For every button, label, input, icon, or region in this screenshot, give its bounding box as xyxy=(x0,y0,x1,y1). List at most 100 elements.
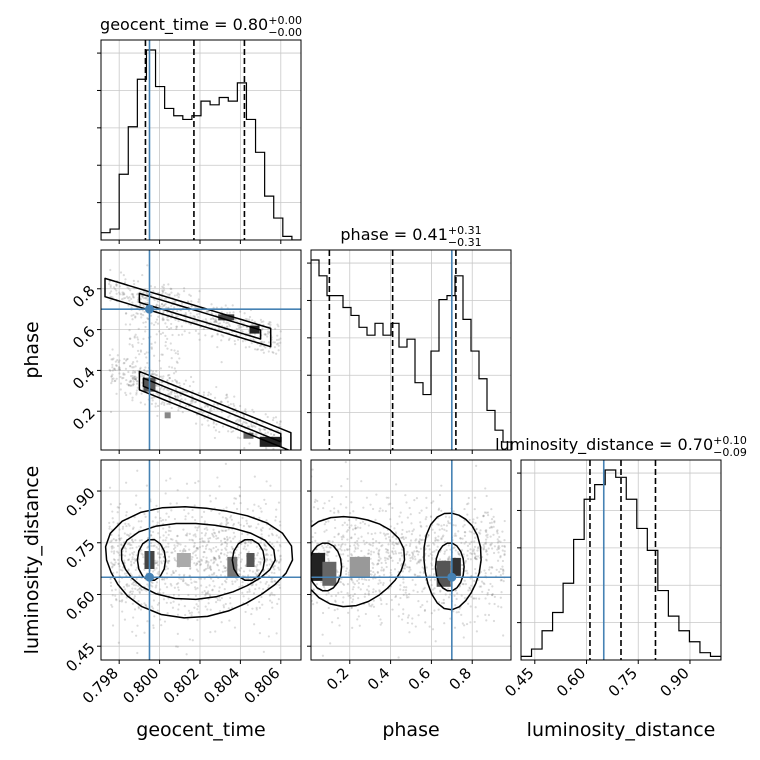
sample-point xyxy=(265,557,268,561)
sample-point xyxy=(336,608,339,611)
sample-point xyxy=(122,362,125,365)
sample-point xyxy=(160,624,163,627)
sample-point xyxy=(466,572,469,575)
sample-point xyxy=(155,561,158,565)
sample-point xyxy=(118,293,122,296)
sample-point xyxy=(226,312,229,315)
sample-point xyxy=(389,579,392,582)
sample-point xyxy=(366,532,370,535)
sample-point xyxy=(257,523,260,526)
sample-point xyxy=(491,593,494,597)
density-cell xyxy=(349,556,370,577)
sample-point xyxy=(112,521,115,524)
sample-point xyxy=(253,320,256,323)
sample-point xyxy=(255,568,259,571)
sample-point xyxy=(108,368,111,372)
sample-point xyxy=(171,551,174,554)
sample-point xyxy=(140,392,143,395)
sample-point xyxy=(137,605,140,609)
sample-point xyxy=(466,513,469,516)
sample-point xyxy=(161,285,164,288)
sample-point xyxy=(112,357,115,360)
sample-point xyxy=(155,370,158,373)
sample-point xyxy=(202,551,205,554)
sample-point xyxy=(488,526,491,529)
sample-point xyxy=(183,382,186,386)
sample-point xyxy=(195,320,198,323)
sample-point xyxy=(333,511,336,514)
sample-point xyxy=(433,609,436,612)
sample-point xyxy=(131,318,134,321)
sample-point xyxy=(339,553,342,556)
sample-point xyxy=(132,583,136,587)
sample-point xyxy=(190,558,193,561)
sample-point xyxy=(238,325,241,329)
sample-point xyxy=(167,533,170,536)
sample-point xyxy=(218,556,221,559)
sample-point xyxy=(175,327,178,330)
sample-point xyxy=(244,564,247,567)
sample-point xyxy=(267,350,270,353)
sample-point xyxy=(484,550,488,553)
sample-point xyxy=(252,424,255,427)
sample-point xyxy=(474,557,477,560)
sample-point xyxy=(408,544,412,547)
sample-point xyxy=(177,333,180,337)
sample-point xyxy=(498,570,501,573)
sample-point xyxy=(278,422,281,426)
sample-point xyxy=(261,348,265,351)
sample-point xyxy=(273,346,277,349)
sample-point xyxy=(445,529,448,532)
sample-point xyxy=(264,553,267,557)
sample-point xyxy=(114,360,117,363)
sample-point xyxy=(124,522,127,525)
sample-point xyxy=(172,571,175,575)
sample-point xyxy=(213,556,216,560)
sample-point xyxy=(138,574,141,577)
sample-point xyxy=(490,521,493,524)
sample-point xyxy=(367,592,370,595)
sample-point xyxy=(123,357,126,361)
sample-point xyxy=(110,561,113,564)
sample-point xyxy=(127,304,130,307)
sample-point xyxy=(156,393,160,396)
sample-point xyxy=(258,547,261,550)
sample-point xyxy=(356,547,359,550)
sample-point xyxy=(436,545,439,548)
sample-point xyxy=(178,381,181,385)
sample-point xyxy=(259,507,262,510)
sample-point xyxy=(225,529,228,532)
sample-point xyxy=(108,280,111,283)
sample-point xyxy=(443,552,446,555)
sample-point xyxy=(128,553,132,556)
sample-point xyxy=(118,599,121,603)
sample-point xyxy=(492,533,495,536)
sample-point xyxy=(138,539,141,542)
sample-point xyxy=(265,580,268,584)
sample-point xyxy=(175,583,178,586)
sample-point xyxy=(470,584,473,587)
sample-point xyxy=(402,589,405,592)
sample-point xyxy=(269,321,272,324)
sample-point xyxy=(340,485,343,488)
sample-point xyxy=(258,427,261,430)
sample-point xyxy=(132,378,135,381)
sample-point xyxy=(259,541,262,544)
sample-point xyxy=(459,536,462,540)
sample-point xyxy=(117,562,120,565)
sample-point xyxy=(218,430,221,434)
sample-point xyxy=(426,544,429,548)
sample-point xyxy=(172,309,175,312)
sample-point xyxy=(158,359,161,362)
sample-point xyxy=(131,366,134,369)
sample-point xyxy=(193,586,197,589)
sample-point xyxy=(122,373,125,376)
sample-point xyxy=(400,533,404,536)
sample-point xyxy=(470,540,473,544)
sample-point xyxy=(380,621,383,625)
sample-point xyxy=(248,525,251,529)
sample-point xyxy=(403,562,406,566)
sample-point xyxy=(337,591,340,594)
sample-point xyxy=(188,532,191,536)
sample-point xyxy=(278,586,281,589)
